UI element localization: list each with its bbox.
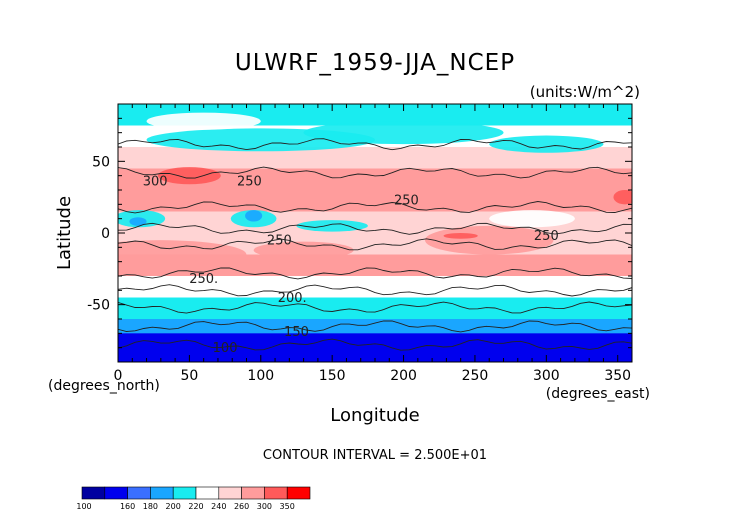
contour-label: 250: [237, 175, 262, 190]
colorbar-swatch: [264, 486, 288, 500]
heatmap-feature: [245, 210, 263, 222]
units-label: (units:W/m^2): [530, 83, 640, 101]
contour-line: [118, 166, 632, 179]
colorbar-label: 200: [166, 502, 181, 511]
x-tick-label: 50: [180, 368, 198, 384]
contour-label: 200.: [278, 291, 307, 306]
contour-line: [118, 238, 632, 251]
heatmap-feature: [303, 121, 504, 145]
heatmap-features: [118, 112, 632, 269]
chart-title: ULWRF_1959-JJA_NCEP: [235, 50, 515, 76]
heatmap-feature: [613, 190, 632, 205]
y-unit-label: (degrees_north): [48, 378, 160, 394]
colorbar-label: 350: [280, 502, 295, 511]
colorbar-swatch: [241, 486, 265, 500]
x-tick-label: 0: [114, 368, 123, 384]
y-tick-label: 0: [101, 226, 110, 242]
plot-area: 300 250 250 250 250 250. 200. 150 100: [117, 103, 633, 363]
contour-line: [118, 284, 632, 297]
contour-line: [118, 338, 632, 351]
heatmap-band: [118, 333, 632, 349]
heatmap-feature: [118, 240, 247, 269]
contour-line: [118, 138, 632, 151]
contour-line: [118, 320, 632, 333]
colorbar-swatch: [195, 486, 220, 500]
y-tick-label: -50: [87, 298, 110, 314]
heatmap-feature: [296, 220, 368, 232]
x-tick-label: 300: [533, 368, 560, 384]
colorbar-label: 260: [234, 502, 249, 511]
colorbar-swatch: [81, 486, 106, 500]
colorbar-swatch: [127, 486, 151, 500]
heatmap-feature: [424, 225, 554, 255]
contour-label: 150: [284, 325, 309, 340]
heatmap-feature: [146, 112, 261, 130]
x-unit-label: (degrees_east): [546, 386, 650, 402]
heatmap-band: [118, 319, 632, 334]
heatmap-band: [118, 147, 632, 169]
heatmap-feature: [289, 175, 433, 205]
x-tick-label: 100: [247, 368, 274, 384]
colorbar-label: 180: [143, 502, 158, 511]
x-tick-label: 350: [604, 368, 631, 384]
colorbar-label: 220: [188, 502, 203, 511]
heatmap-band: [118, 297, 632, 320]
heatmap-band: [118, 254, 632, 277]
colorbar-label: 160: [120, 502, 135, 511]
contour-labels: 300 250 250 250 250 250. 200. 150 100: [143, 175, 559, 356]
colorbar-swatch: [172, 486, 197, 500]
heatmap-feature: [489, 135, 604, 153]
contour-label: 100: [213, 341, 238, 356]
contour-line: [118, 222, 632, 235]
colorbar-label: 240: [211, 502, 226, 511]
colorbar-label: 100: [76, 502, 91, 511]
contour-line: [118, 301, 632, 314]
contour-line: [118, 267, 632, 280]
colorbar-swatch: [104, 486, 128, 500]
contour-label: 250: [267, 233, 292, 248]
x-axis-title: Longitude: [330, 405, 420, 426]
x-tick-label: 250: [462, 368, 489, 384]
heatmap-feature: [129, 217, 147, 226]
contour-lines: [118, 138, 632, 351]
heatmap-feature: [157, 167, 221, 185]
x-tick-label: 150: [319, 368, 346, 384]
heatmap-band: [118, 276, 632, 298]
x-tick-label: 200: [390, 368, 417, 384]
heatmap-feature: [443, 233, 478, 239]
heatmap-feature: [489, 210, 575, 228]
contour-label: 250.: [189, 272, 218, 287]
x-axis: 0 50 100 150 200 250 300 350: [114, 104, 631, 384]
contour-interval: CONTOUR INTERVAL = 2.500E+01: [263, 448, 487, 463]
y-tick-label: 50: [92, 154, 110, 170]
colorbar: 100 160 180 200 220 240 260 300 350: [76, 486, 311, 511]
contour-label: 250: [534, 229, 559, 244]
colorbar-swatch: [286, 486, 311, 500]
contour-line: [118, 201, 632, 214]
heatmap-feature: [403, 172, 575, 208]
colorbar-swatch: [150, 486, 174, 500]
contour-label: 250: [394, 193, 419, 208]
heatmap-feature: [253, 241, 354, 259]
contour-label: 300: [143, 175, 168, 190]
y-axis-title: Latitude: [54, 196, 75, 270]
colorbar-label: 300: [257, 502, 272, 511]
colorbar-swatch: [218, 486, 242, 500]
y-axis: 50 0 -50: [87, 117, 632, 349]
